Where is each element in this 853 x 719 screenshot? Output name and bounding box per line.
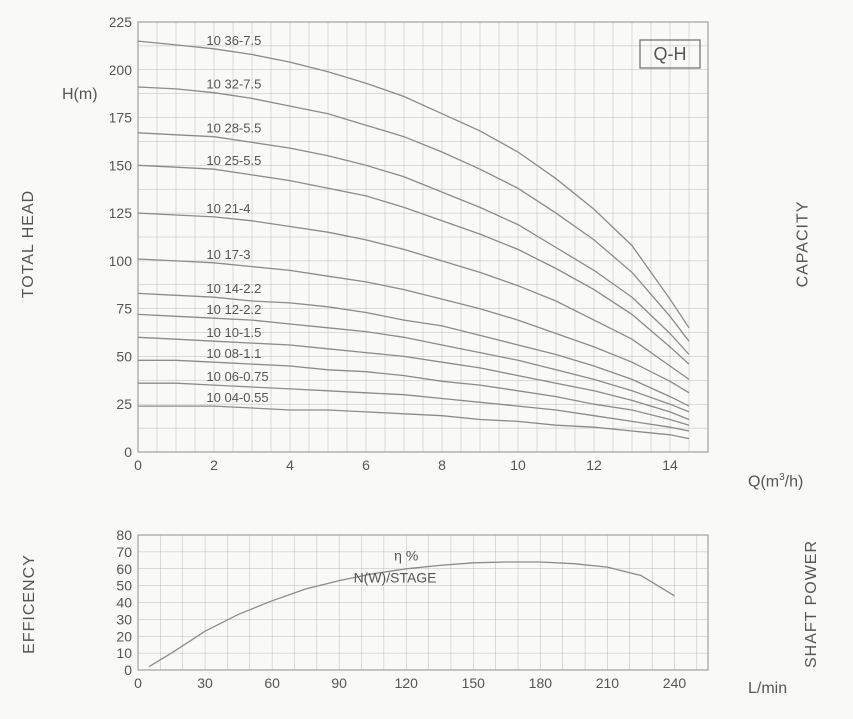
svg-text:240: 240 bbox=[663, 675, 687, 691]
svg-text:175: 175 bbox=[110, 110, 132, 126]
svg-text:150: 150 bbox=[462, 675, 486, 691]
svg-text:10 12-2.2: 10 12-2.2 bbox=[206, 302, 261, 317]
svg-text:30: 30 bbox=[197, 675, 213, 691]
top-chart: 0 25 50 75 100 125 150 175 200 225 0 2 4 6 8 10 12 14 10 3… bbox=[110, 6, 730, 486]
svg-text:10: 10 bbox=[510, 457, 526, 473]
svg-text:25: 25 bbox=[116, 396, 132, 412]
svg-text:10 06-0.75: 10 06-0.75 bbox=[206, 369, 268, 384]
top-x-axis-label: Q(m3/h) bbox=[748, 472, 803, 491]
svg-text:125: 125 bbox=[110, 205, 132, 221]
svg-text:30: 30 bbox=[116, 611, 132, 627]
svg-text:Q-H: Q-H bbox=[654, 44, 687, 64]
svg-text:80: 80 bbox=[116, 527, 132, 543]
svg-text:12: 12 bbox=[586, 457, 602, 473]
svg-text:2: 2 bbox=[210, 457, 218, 473]
svg-text:0: 0 bbox=[134, 675, 142, 691]
svg-text:10 32-7.5: 10 32-7.5 bbox=[206, 77, 261, 92]
svg-text:0: 0 bbox=[124, 662, 132, 678]
svg-text:14: 14 bbox=[662, 457, 678, 473]
svg-text:4: 4 bbox=[286, 457, 294, 473]
svg-text:10 08-1.1: 10 08-1.1 bbox=[206, 346, 261, 361]
svg-text:90: 90 bbox=[331, 675, 347, 691]
bottom-right-vlabel: SHAFT POWER bbox=[803, 540, 821, 668]
svg-text:180: 180 bbox=[529, 675, 553, 691]
svg-text:200: 200 bbox=[110, 62, 132, 78]
bottom-left-vlabel: EFFICENCY bbox=[21, 554, 39, 654]
bottom-x-axis-label: L/min bbox=[748, 680, 787, 698]
svg-text:20: 20 bbox=[116, 628, 132, 644]
top-left-vlabel: TOTAL HEAD bbox=[20, 190, 38, 298]
svg-text:225: 225 bbox=[110, 14, 132, 30]
svg-text:75: 75 bbox=[116, 301, 132, 317]
svg-text:6: 6 bbox=[362, 457, 370, 473]
svg-text:40: 40 bbox=[116, 595, 132, 611]
svg-text:10 10-1.5: 10 10-1.5 bbox=[206, 325, 261, 340]
svg-text:10 21-4: 10 21-4 bbox=[206, 201, 250, 216]
svg-text:0: 0 bbox=[124, 444, 132, 460]
svg-text:210: 210 bbox=[596, 675, 620, 691]
svg-text:10 17-3: 10 17-3 bbox=[206, 247, 250, 262]
svg-text:60: 60 bbox=[264, 675, 280, 691]
top-y-axis-label: H(m) bbox=[62, 86, 98, 104]
svg-text:120: 120 bbox=[395, 675, 419, 691]
svg-text:150: 150 bbox=[110, 157, 132, 173]
svg-text:100: 100 bbox=[110, 253, 132, 269]
svg-text:50: 50 bbox=[116, 578, 132, 594]
svg-text:10 04-0.55: 10 04-0.55 bbox=[206, 390, 268, 405]
top-right-vlabel: CAPACITY bbox=[794, 201, 812, 288]
bottom-chart: 010203040506070800306090120150180210240η… bbox=[110, 522, 730, 707]
svg-text:70: 70 bbox=[116, 544, 132, 560]
svg-text:0: 0 bbox=[134, 457, 142, 473]
svg-text:η %: η % bbox=[394, 547, 418, 563]
svg-text:8: 8 bbox=[438, 457, 446, 473]
svg-text:10 25-5.5: 10 25-5.5 bbox=[206, 153, 261, 168]
svg-text:60: 60 bbox=[116, 561, 132, 577]
svg-text:10 14-2.2: 10 14-2.2 bbox=[206, 281, 261, 296]
svg-text:10 36-7.5: 10 36-7.5 bbox=[206, 33, 261, 48]
svg-text:50: 50 bbox=[116, 348, 132, 364]
svg-text:10: 10 bbox=[116, 645, 132, 661]
svg-text:N(W)/STAGE: N(W)/STAGE bbox=[354, 569, 437, 585]
svg-text:10 28-5.5: 10 28-5.5 bbox=[206, 121, 261, 136]
